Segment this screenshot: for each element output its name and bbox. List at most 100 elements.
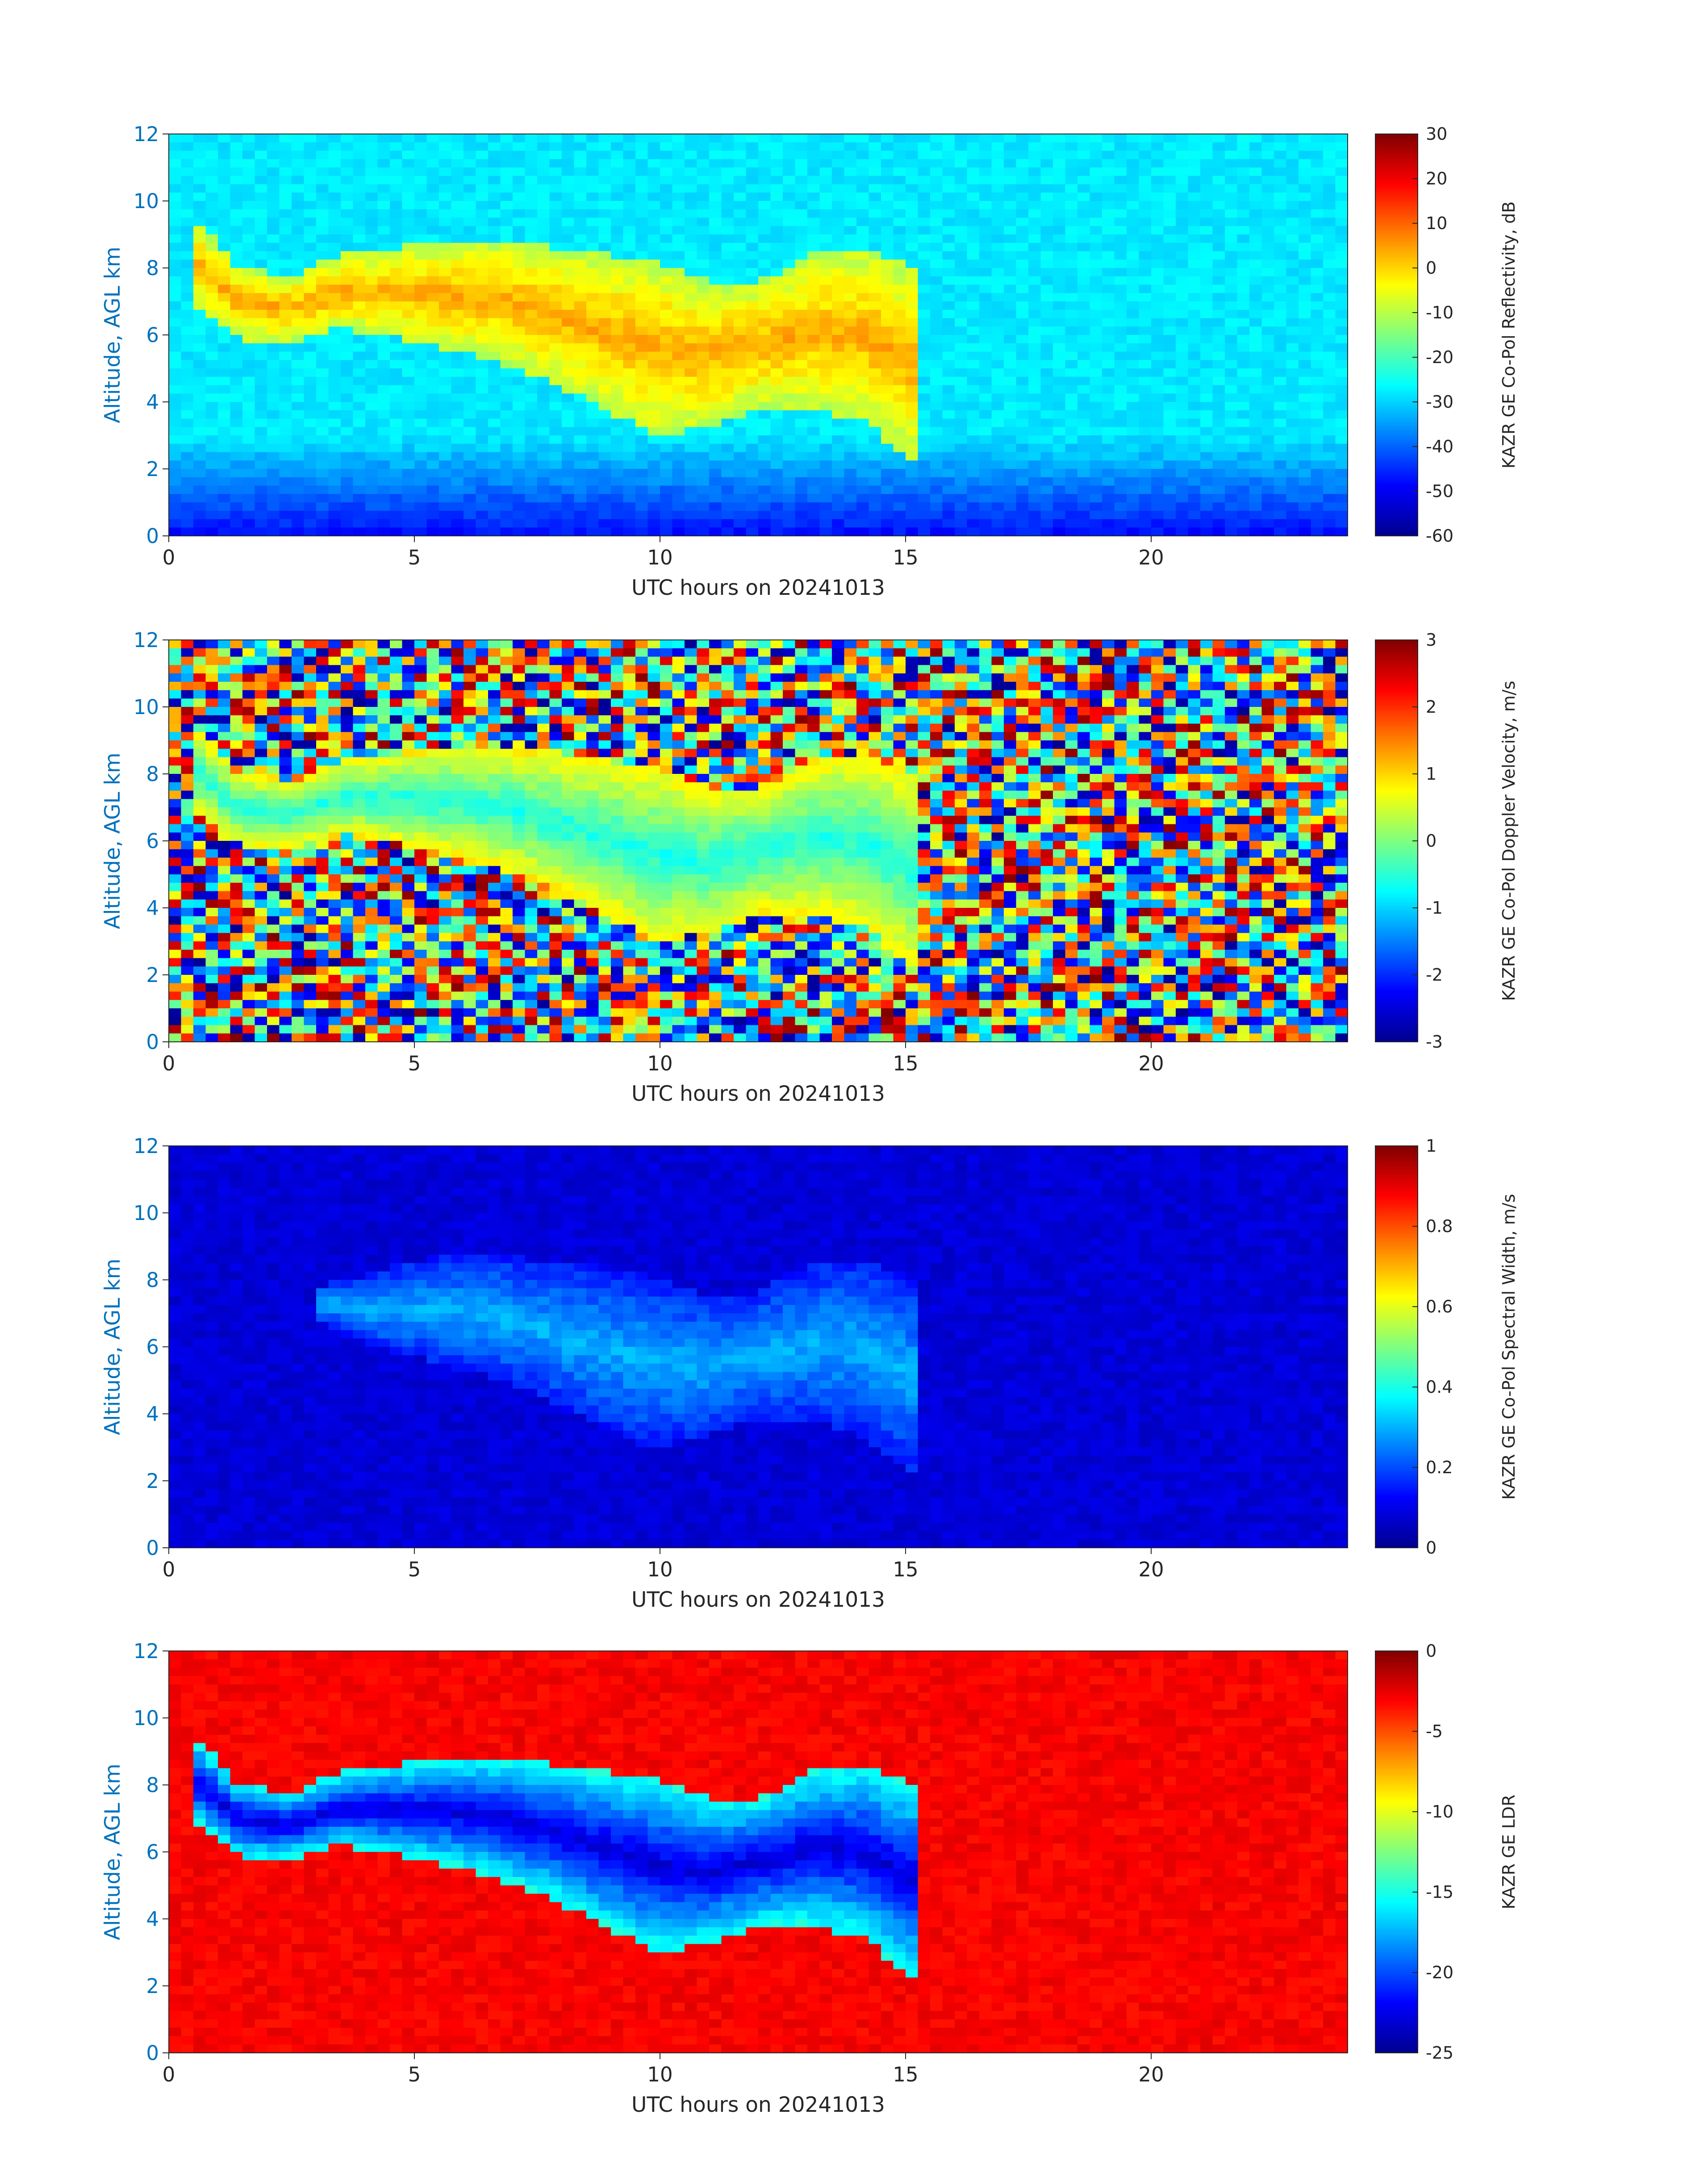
- heatmap-cell: [869, 368, 881, 377]
- heatmap-cell: [599, 293, 611, 301]
- heatmap-cell: [242, 774, 255, 782]
- heatmap-cell: [230, 682, 243, 690]
- heatmap-cell: [562, 243, 574, 251]
- heatmap-cell: [1286, 192, 1299, 201]
- heatmap-cell: [341, 519, 353, 528]
- heatmap-cell: [464, 385, 476, 394]
- heatmap-cell: [1200, 494, 1213, 502]
- heatmap-cell: [476, 494, 489, 502]
- heatmap-cell: [488, 176, 501, 184]
- heatmap-cell: [611, 494, 623, 502]
- heatmap-cell: [992, 151, 1004, 159]
- heatmap-cell: [464, 192, 476, 201]
- heatmap-cell: [1115, 159, 1127, 167]
- heatmap-cell: [660, 435, 672, 444]
- heatmap-cell: [193, 486, 206, 494]
- heatmap-cell: [1090, 410, 1102, 419]
- heatmap-cell: [635, 502, 648, 511]
- heatmap-cell: [304, 343, 317, 352]
- heatmap-cell: [660, 352, 672, 360]
- heatmap-cell: [181, 209, 194, 218]
- heatmap-cell: [365, 192, 378, 201]
- heatmap-cell: [1299, 352, 1311, 360]
- heatmap-cell: [1237, 201, 1250, 209]
- heatmap-cell: [722, 469, 734, 477]
- heatmap-cell: [537, 293, 550, 301]
- heatmap-cell: [930, 494, 943, 502]
- heatmap-cell: [1237, 427, 1250, 435]
- heatmap-cell: [304, 209, 317, 218]
- heatmap-cell: [709, 226, 722, 234]
- heatmap-cell: [341, 184, 353, 193]
- heatmap-cell: [242, 335, 255, 343]
- heatmap-cell: [685, 293, 697, 301]
- heatmap-cell: [771, 502, 783, 511]
- heatmap-cell: [562, 519, 574, 528]
- heatmap-cell: [1041, 444, 1053, 452]
- heatmap-cell: [206, 192, 218, 201]
- heatmap-cell: [992, 511, 1004, 519]
- heatmap-cell: [1200, 243, 1213, 251]
- heatmap-cell: [574, 393, 587, 402]
- heatmap-cell: [1151, 209, 1164, 218]
- heatmap-cell: [574, 218, 587, 226]
- heatmap-cell: [906, 527, 918, 536]
- heatmap-cell: [476, 343, 489, 352]
- heatmap-cell: [414, 452, 427, 461]
- heatmap-cell: [1225, 368, 1237, 377]
- heatmap-cell: [672, 276, 685, 285]
- heatmap-cell: [734, 285, 746, 293]
- heatmap-cell: [1299, 519, 1311, 528]
- heatmap-cell: [1041, 176, 1053, 184]
- heatmap-cell: [501, 469, 513, 477]
- heatmap-cell: [771, 527, 783, 536]
- heatmap-cell: [611, 301, 623, 310]
- heatmap-cell: [427, 159, 439, 167]
- heatmap-cell: [329, 494, 341, 502]
- heatmap-cell: [894, 352, 906, 360]
- heatmap-cell: [1213, 511, 1225, 519]
- heatmap-cell: [795, 410, 808, 419]
- heatmap-cell: [881, 452, 894, 461]
- heatmap-cell: [894, 151, 906, 159]
- heatmap-cell: [206, 326, 218, 335]
- heatmap-cell: [1041, 393, 1053, 402]
- heatmap-cell: [1286, 268, 1299, 276]
- heatmap-cell: [501, 201, 513, 209]
- heatmap-cell: [476, 335, 489, 343]
- heatmap-cell: [894, 519, 906, 528]
- heatmap-cell: [894, 368, 906, 377]
- heatmap-cell: [451, 326, 464, 335]
- heatmap-cell: [1090, 234, 1102, 243]
- heatmap-cell: [550, 176, 562, 184]
- heatmap-cell: [230, 732, 243, 740]
- heatmap-cell: [906, 268, 918, 276]
- heatmap-cell: [439, 259, 451, 268]
- heatmap-cell: [1323, 444, 1336, 452]
- heatmap-cell: [832, 502, 844, 511]
- heatmap-cell: [807, 435, 820, 444]
- heatmap-cell: [1053, 293, 1065, 301]
- heatmap-cell: [193, 874, 206, 883]
- heatmap-cell: [329, 452, 341, 461]
- heatmap-cell: [1200, 134, 1213, 142]
- heatmap-cell: [230, 209, 243, 218]
- heatmap-cell: [414, 234, 427, 243]
- heatmap-cell: [685, 134, 697, 142]
- heatmap-cell: [894, 318, 906, 327]
- heatmap-cell: [341, 444, 353, 452]
- heatmap-cell: [881, 368, 894, 377]
- heatmap-cell: [1041, 268, 1053, 276]
- heatmap-cell: [1053, 452, 1065, 461]
- heatmap-cell: [992, 234, 1004, 243]
- heatmap-cell: [1323, 285, 1336, 293]
- heatmap-cell: [1139, 335, 1152, 343]
- heatmap-cell: [734, 343, 746, 352]
- heatmap-cell: [365, 218, 378, 226]
- heatmap-cell: [1225, 469, 1237, 477]
- heatmap-cell: [525, 326, 538, 335]
- heatmap-cell: [169, 690, 181, 699]
- heatmap-cell: [955, 444, 967, 452]
- heatmap-cell: [943, 176, 955, 184]
- heatmap-cell: [341, 419, 353, 427]
